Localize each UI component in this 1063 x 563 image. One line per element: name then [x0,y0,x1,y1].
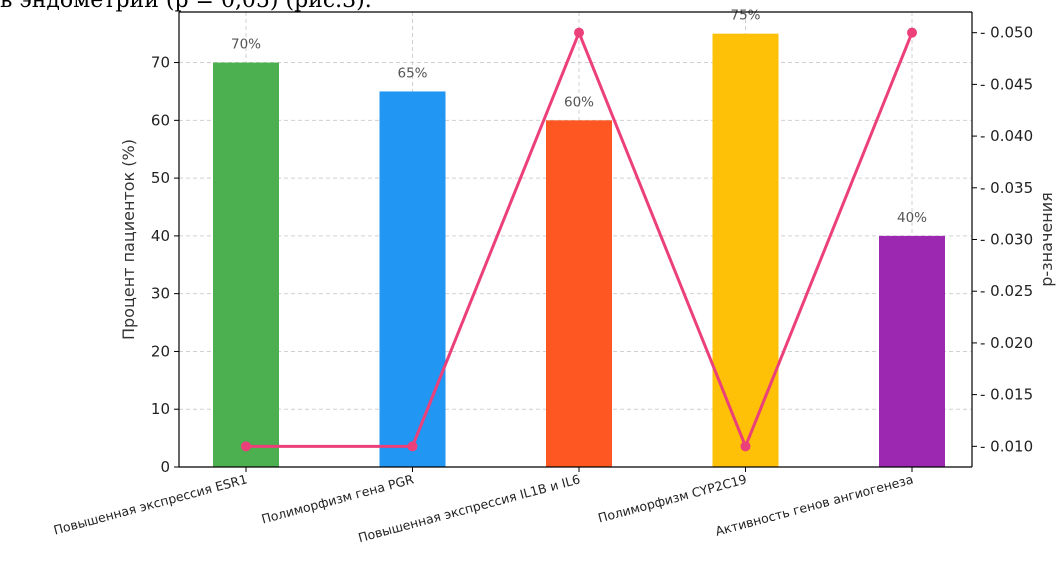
data-label-3: 75% [730,8,760,24]
left-tick-label-1: 10 [151,400,170,418]
p-value-point-2 [574,27,584,38]
data-label-2: 60% [564,94,594,110]
right-tick-label-4: - 0.030 [980,231,1033,249]
category-label-0: Повышенная экспрессия ESR1 [52,471,249,537]
right-tick-label-5: - 0.035 [980,179,1033,197]
category-label-3: Полиморфизм CYP2C19 [596,471,748,525]
right-tick-label-7: - 0.045 [980,75,1033,93]
left-tick-label-2: 20 [151,342,170,360]
bar-2 [546,120,612,467]
category-label-1: Полиморфизм гена PGR [260,471,416,526]
data-label-4: 40% [897,210,927,226]
category-labels: Повышенная экспрессия ESR1 Полиморфизм ге… [52,467,915,545]
left-axis-title: Процент пациенток (%) [119,139,138,340]
left-tick-label-6: 60 [151,111,170,129]
right-tick-label-3: - 0.025 [980,282,1033,300]
p-value-line [241,27,917,452]
left-tick-label-7: 70 [151,54,170,72]
left-tick-label-5: 50 [151,169,170,187]
left-tick-label-3: 30 [151,285,170,303]
data-label-0: 70% [231,37,261,53]
bar-1 [379,91,446,467]
bar-0 [213,62,279,468]
left-axis-ticks: 0 10 20 30 40 50 60 70 [151,54,179,476]
data-labels: 70% 65% 60% 75% 40% [231,8,927,226]
right-tick-label-0: - 0.010 [980,437,1033,455]
left-tick-label-4: 40 [151,227,170,245]
left-tick-label-0: 0 [160,458,170,476]
page-text-fragment: в эндометрии (p = 0,05) (рис.3). [0,0,372,13]
right-tick-label-6: - 0.040 [980,127,1033,145]
right-axis-title: p-значения [1037,192,1056,286]
p-value-point-4 [907,27,917,38]
bar-4 [879,235,945,467]
data-label-1: 65% [397,65,427,81]
bar-3 [712,33,779,468]
p-value-point-3 [740,441,751,452]
right-tick-label-8: - 0.050 [980,24,1033,42]
p-value-point-1 [407,441,418,452]
right-tick-label-2: - 0.020 [980,334,1033,352]
p-value-point-0 [241,441,251,452]
right-axis-ticks: - 0.010 - 0.015 - 0.020 - 0.025 - 0.030 - 0.0… [972,24,1033,455]
right-tick-label-1: - 0.015 [980,386,1033,404]
